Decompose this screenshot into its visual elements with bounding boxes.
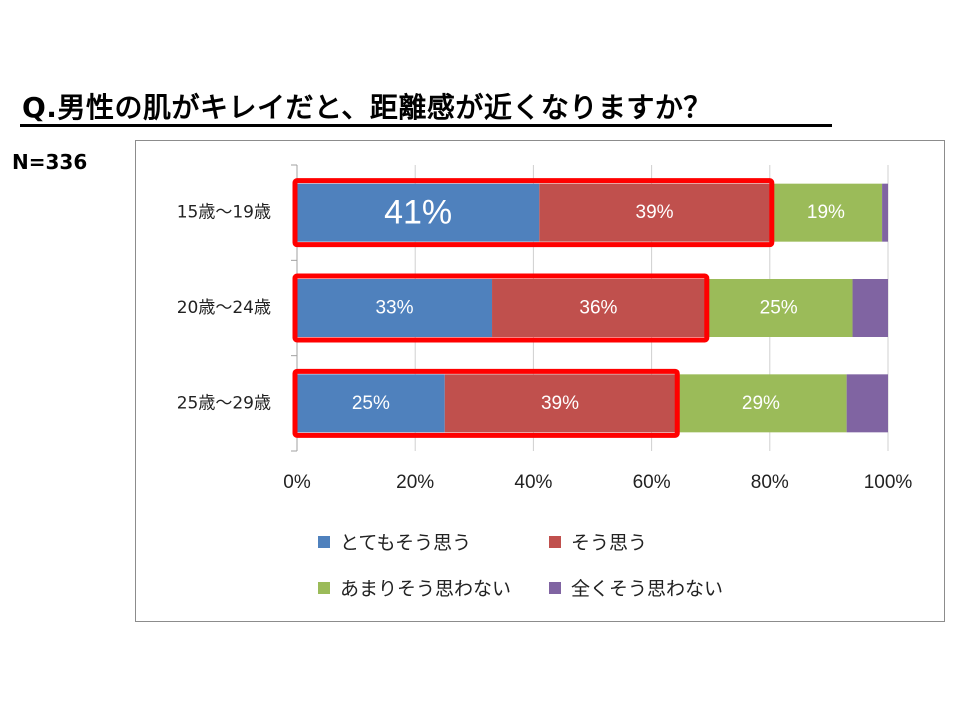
highlight-box: [292, 178, 775, 248]
x-tick-label: 20%: [396, 472, 434, 493]
category-label: 25歳～29歳: [177, 393, 271, 413]
bar-segment: [444, 374, 676, 433]
legend-swatch-not-much: [318, 581, 330, 594]
legend-swatch-very-much: [318, 535, 330, 548]
category-label: 20歳～24歳: [177, 298, 271, 318]
x-tick-label: 100%: [864, 472, 913, 493]
data-label: 29%: [742, 393, 780, 414]
bar-segment: [852, 279, 888, 337]
data-label: 39%: [636, 202, 674, 223]
bar-segment: [297, 279, 493, 337]
legend-swatch-not-at-all: [549, 581, 561, 594]
bar-segment: [769, 183, 883, 242]
legend-item-somewhat: そう思う: [549, 528, 647, 555]
sample-size-label: N=336: [12, 150, 88, 174]
question-title: Q.男性の肌がキレイだと、距離感が近くなりますか？: [22, 91, 712, 124]
legend-item-not-much: あまりそう思わない: [318, 574, 511, 601]
x-tick-label: 40%: [514, 472, 552, 493]
bar-segment: [297, 183, 540, 242]
data-label: 39%: [541, 393, 579, 414]
category-label: 15歳～19歳: [177, 203, 271, 223]
bar-segment: [539, 183, 770, 242]
data-label: 25%: [352, 393, 390, 414]
bar-segment: [492, 279, 705, 337]
legend-label-somewhat: そう思う: [571, 532, 648, 554]
bar-segment: [297, 374, 445, 433]
highlight-box: [292, 368, 680, 438]
legend-item-very-much: とてもそう思う: [318, 528, 471, 555]
bar-segment: [846, 374, 888, 433]
x-tick-label: 60%: [633, 472, 671, 493]
data-label: 33%: [375, 298, 413, 319]
bar-segment: [882, 183, 888, 242]
data-label: 41%: [384, 194, 452, 232]
legend-item-not-at-all: 全くそう思わない: [549, 574, 723, 601]
x-tick-label: 80%: [751, 472, 789, 493]
data-label: 19%: [807, 202, 845, 223]
data-label: 36%: [579, 298, 617, 319]
legend-label-not-much: あまりそう思わない: [340, 578, 512, 600]
legend-label-very-much: とてもそう思う: [340, 532, 472, 554]
bar-segment: [675, 374, 847, 433]
legend-label-not-at-all: 全くそう思わない: [571, 578, 724, 600]
data-label: 25%: [760, 298, 798, 319]
bar-segment: [704, 279, 853, 337]
legend-swatch-somewhat: [549, 535, 561, 548]
x-tick-label: 0%: [283, 472, 311, 493]
title-underline: [20, 124, 832, 127]
highlight-box: [292, 273, 710, 343]
